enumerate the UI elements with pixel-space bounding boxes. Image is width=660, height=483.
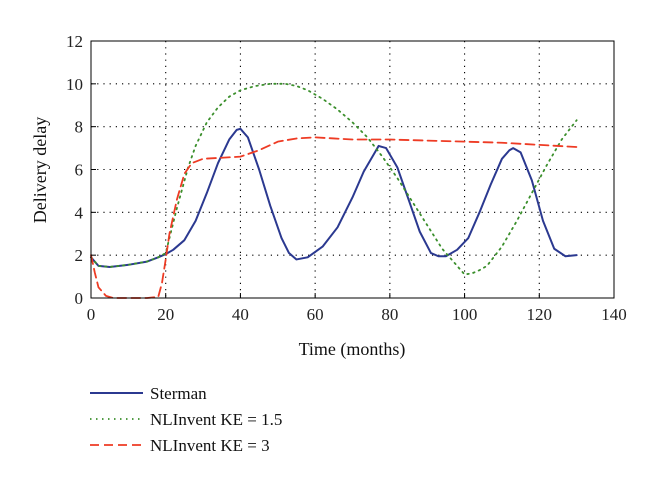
x-tick-label: 100 (452, 305, 478, 324)
y-tick-label: 8 (75, 118, 84, 137)
series-line-1 (90, 82, 578, 276)
legend-label-0: Sterman (150, 384, 207, 403)
grid (91, 41, 614, 298)
legend: Sterman NLInvent KE = 1.5 NLInvent KE = 3 (90, 384, 282, 455)
x-tick-label: 140 (601, 305, 627, 324)
series-line-0 (90, 127, 578, 268)
legend-label-2: NLInvent KE = 3 (150, 436, 270, 455)
x-tick-label: 0 (87, 305, 96, 324)
y-tick-label: 0 (75, 289, 84, 308)
x-tick-label: 60 (307, 305, 324, 324)
y-tick-label: 10 (66, 75, 83, 94)
y-tick-label: 4 (75, 203, 84, 222)
x-tick-label: 120 (527, 305, 553, 324)
y-tick-label: 12 (66, 32, 83, 51)
legend-label-1: NLInvent KE = 1.5 (150, 410, 282, 429)
x-tick-label: 20 (157, 305, 174, 324)
x-tick-label: 80 (381, 305, 398, 324)
y-axis-title: Delivery delay (30, 117, 50, 223)
y-tick-label: 2 (75, 246, 84, 265)
x-ticks: 0 20 40 60 80 100 120 140 (87, 293, 627, 324)
y-ticks: 0 2 4 6 8 10 12 (66, 32, 96, 308)
x-axis-title: Time (months) (299, 339, 406, 360)
x-tick-label: 40 (232, 305, 249, 324)
y-tick-label: 6 (75, 161, 84, 180)
